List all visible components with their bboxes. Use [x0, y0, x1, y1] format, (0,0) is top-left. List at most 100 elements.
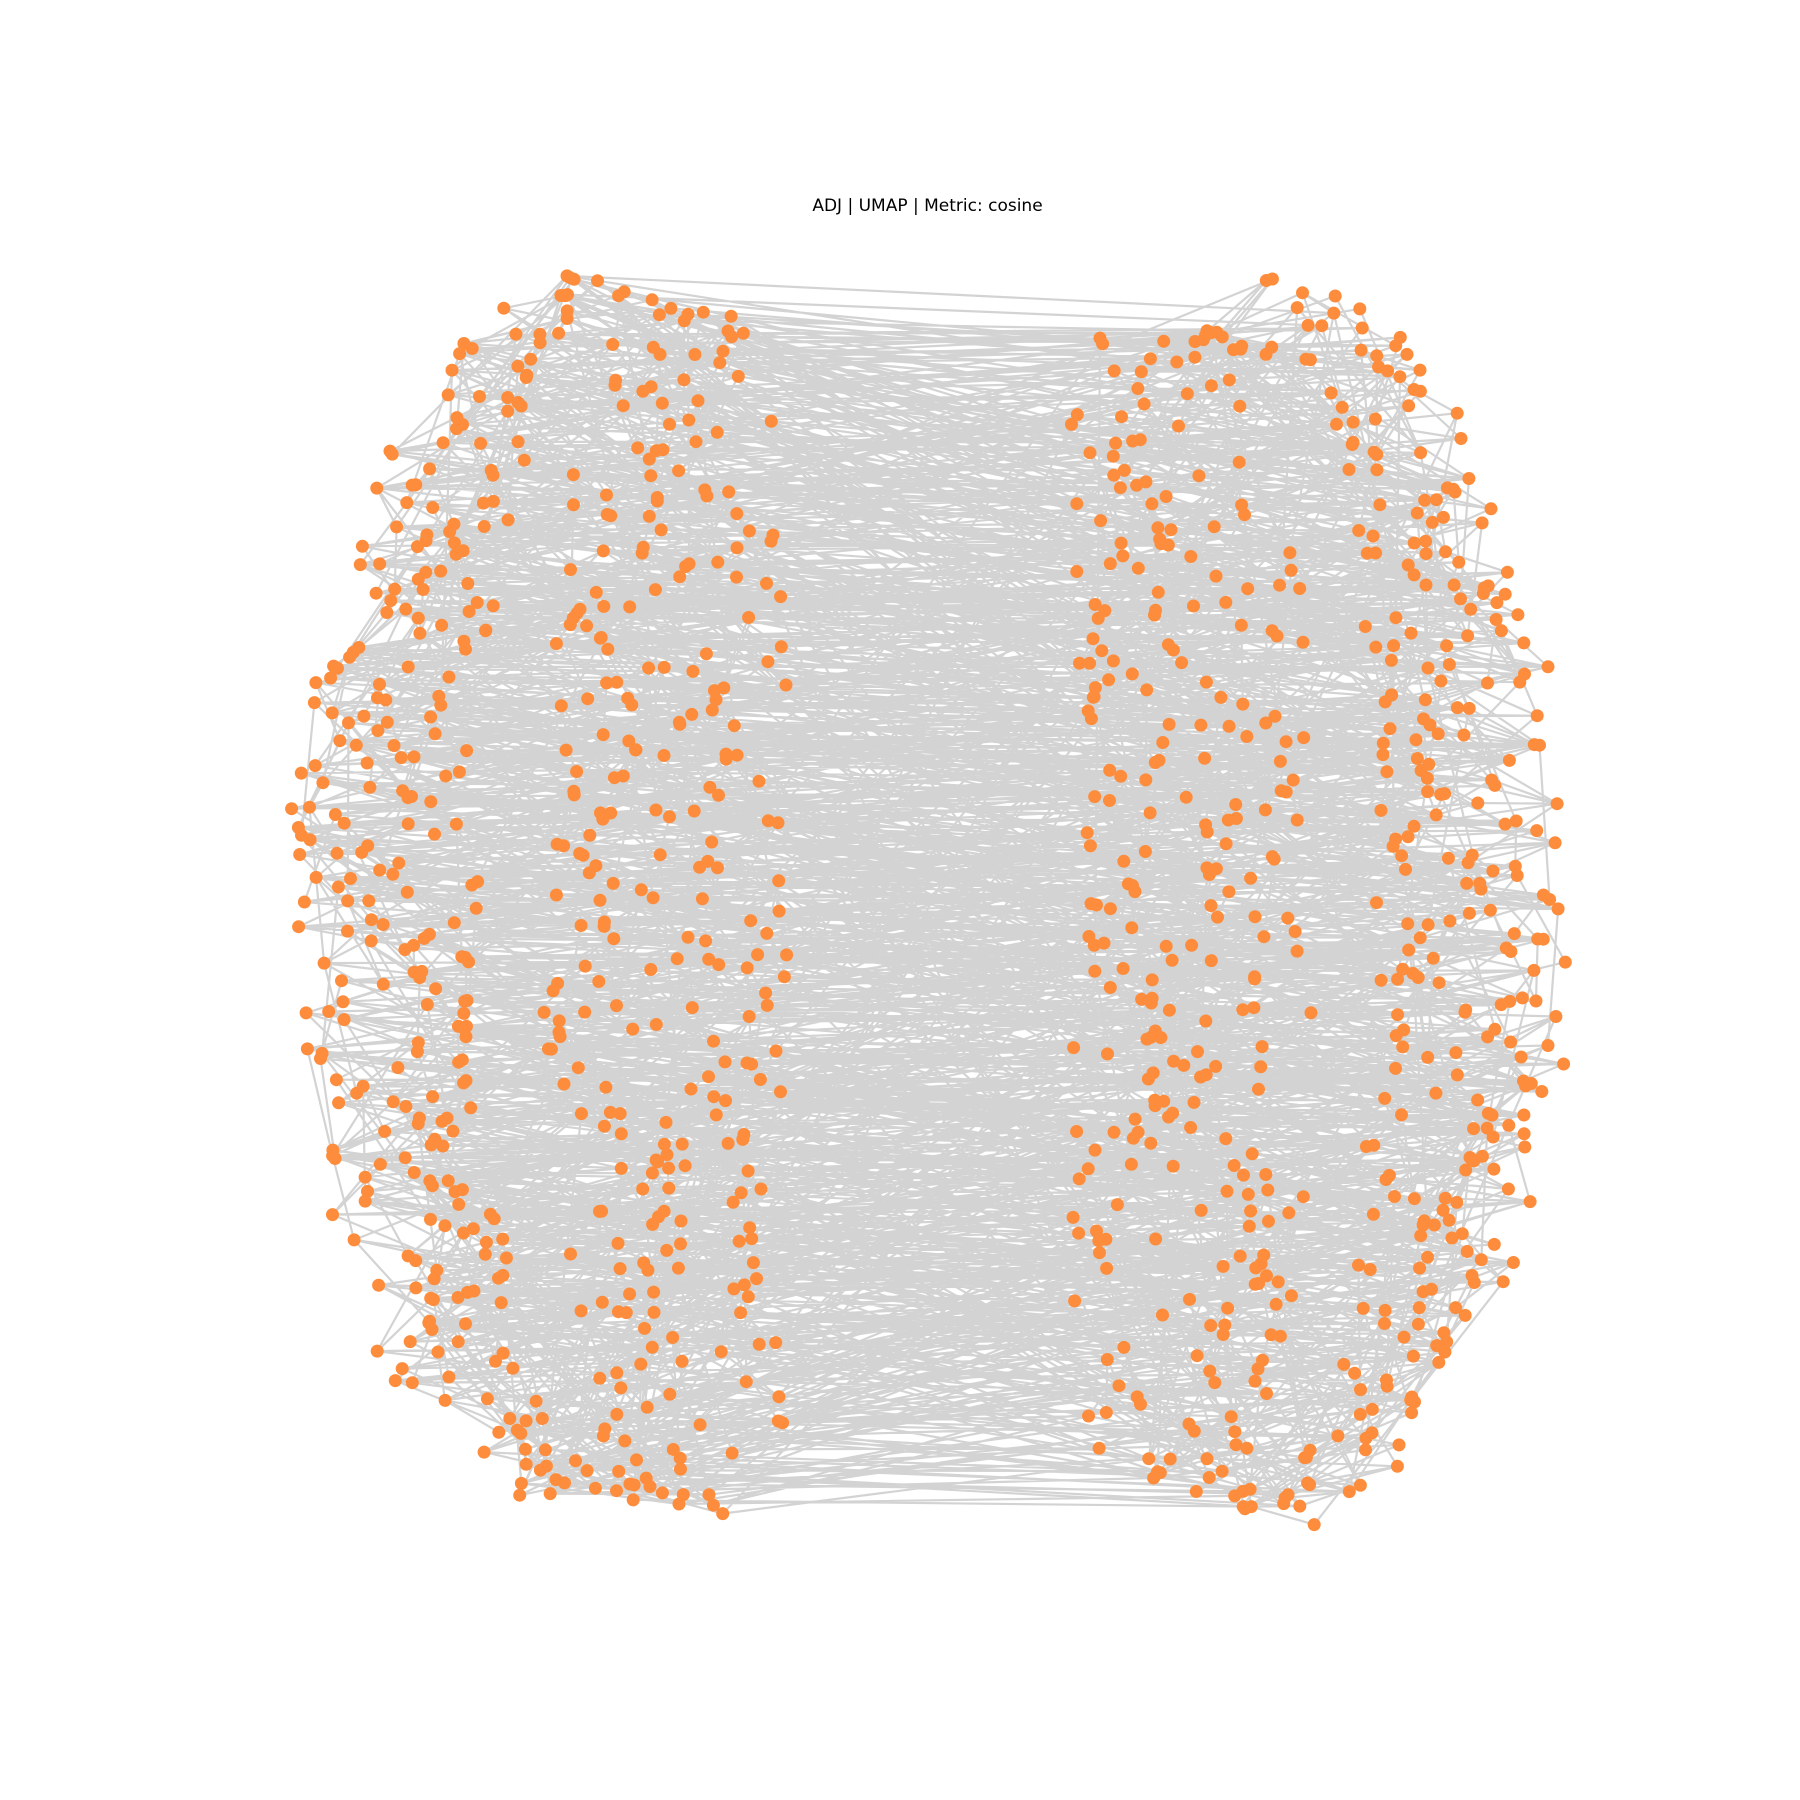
graph-node — [1165, 953, 1179, 967]
graph-node — [449, 817, 463, 831]
graph-node — [1335, 400, 1349, 414]
graph-node — [1242, 1219, 1256, 1233]
graph-node — [1159, 939, 1173, 953]
graph-node — [1440, 1335, 1454, 1349]
graph-node — [641, 1263, 655, 1277]
graph-node — [1413, 363, 1427, 377]
graph-node — [623, 1477, 637, 1491]
graph-node — [1517, 1127, 1531, 1141]
graph-node — [618, 1434, 632, 1448]
graph-node — [774, 1085, 787, 1099]
graph-node — [1337, 1357, 1351, 1371]
graph-node — [380, 606, 394, 619]
graph-node — [388, 582, 402, 596]
graph-node — [610, 1366, 624, 1380]
graph-node — [426, 1090, 440, 1104]
graph-node — [1307, 1518, 1321, 1532]
graph-node — [1413, 1261, 1427, 1275]
graph-node — [1442, 1213, 1456, 1227]
graph-node — [614, 1127, 628, 1141]
graph-node — [742, 524, 756, 538]
graph-node — [353, 558, 367, 572]
graph-node — [777, 970, 791, 984]
graph-node — [509, 327, 523, 341]
graph-node — [686, 664, 700, 678]
graph-node — [376, 918, 390, 931]
graph-node — [294, 766, 308, 780]
graph-node — [1139, 773, 1153, 787]
graph-node — [1224, 1410, 1238, 1424]
graph-node — [336, 995, 350, 1009]
graph-node — [411, 572, 425, 586]
graph-node — [461, 1285, 474, 1299]
graph-node — [676, 1488, 690, 1502]
graph-node — [746, 1256, 760, 1270]
graph-node — [1125, 667, 1139, 681]
graph-node — [457, 1006, 471, 1020]
graph-node — [1303, 1478, 1317, 1492]
graph-node — [337, 816, 351, 830]
graph-node — [673, 570, 687, 584]
graph-node — [613, 1262, 627, 1276]
graph-node — [514, 399, 528, 413]
graph-node — [1397, 1330, 1411, 1344]
graph-node — [682, 413, 696, 427]
graph-node — [1163, 1452, 1177, 1466]
graph-node — [566, 468, 580, 482]
graph-node — [702, 1070, 715, 1084]
graph-node — [644, 380, 658, 394]
graph-node — [561, 288, 574, 302]
graph-node — [760, 576, 773, 590]
graph-node — [580, 619, 594, 633]
graph-node — [1402, 943, 1416, 957]
graph-node — [410, 540, 424, 554]
graph-node — [1381, 364, 1395, 378]
graph-node — [1541, 660, 1555, 674]
graph-node — [350, 1086, 364, 1100]
graph-node — [307, 696, 321, 710]
graph-node — [364, 913, 378, 927]
graph-node — [1222, 373, 1236, 387]
graph-node — [761, 655, 775, 669]
graph-node — [1419, 547, 1433, 561]
graph-node — [1101, 1047, 1114, 1061]
graph-node — [1143, 806, 1157, 820]
graph-node — [655, 1486, 669, 1500]
graph-node — [413, 626, 427, 640]
graph-node — [613, 1107, 627, 1121]
graph-node — [1273, 578, 1287, 592]
graph-node — [494, 1296, 508, 1310]
graph-node — [1200, 1452, 1214, 1466]
graph-node — [753, 1073, 767, 1086]
graph-node — [1558, 955, 1572, 969]
graph-node — [314, 1052, 327, 1065]
graph-node — [476, 496, 490, 510]
graph-node — [623, 1287, 637, 1301]
graph-node — [685, 1001, 699, 1015]
graph-node — [390, 520, 404, 534]
graph-node — [675, 1354, 689, 1368]
graph-node — [459, 1074, 473, 1088]
graph-node — [656, 443, 670, 457]
graph-node — [1426, 951, 1440, 965]
graph-node — [1502, 753, 1516, 767]
graph-node — [772, 904, 786, 918]
graph-node — [614, 1381, 628, 1395]
graph-node — [1429, 493, 1443, 507]
graph-node — [461, 577, 475, 590]
graph-node — [1419, 578, 1433, 592]
graph-node — [1209, 569, 1223, 583]
graph-node — [1137, 397, 1151, 411]
graph-node — [474, 436, 488, 450]
graph-node — [457, 337, 471, 350]
graph-node — [352, 641, 366, 654]
graph-node — [705, 703, 719, 717]
graph-node — [1283, 546, 1297, 560]
graph-node — [549, 637, 563, 651]
graph-node — [1488, 1022, 1502, 1036]
edge-layer — [291, 274, 1567, 1526]
graph-node — [660, 1148, 674, 1162]
graph-node — [1462, 701, 1476, 715]
graph-node — [1328, 289, 1342, 303]
graph-node — [599, 1080, 613, 1094]
